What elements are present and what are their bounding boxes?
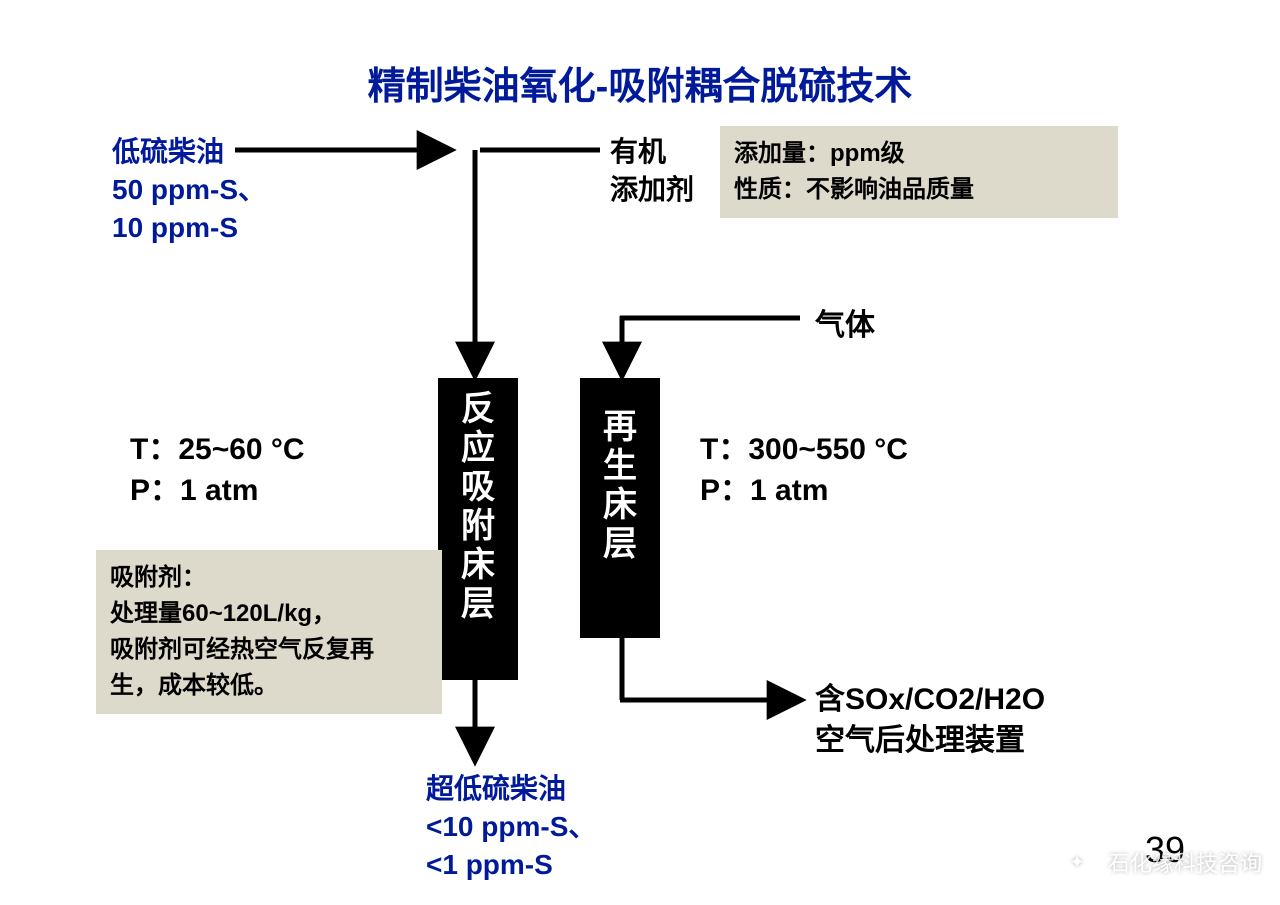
watermark-text: 石化缘科技咨询 — [1108, 846, 1262, 878]
conditions-right: T：300~550 °C P：1 atm — [700, 430, 908, 511]
r2-c1: 再 — [603, 408, 637, 447]
exhaust-line1: 含SOx/CO2/H2O — [815, 680, 1045, 721]
product-spec2: <1 ppm-S — [426, 846, 596, 884]
adsorbent-line2: 处理量60~120L/kg， — [110, 596, 428, 632]
exhaust-block: 含SOx/CO2/H2O 空气后处理装置 — [815, 680, 1045, 761]
exhaust-line2: 空气后处理装置 — [815, 721, 1045, 762]
feed-label-block: 低硫柴油 50 ppm-S、 10 ppm-S — [112, 133, 266, 246]
product-label: 超低硫柴油 — [426, 770, 596, 808]
feed-label: 低硫柴油 — [112, 133, 266, 171]
reactor-regeneration: 再 生 床 层 — [580, 378, 660, 638]
additive-line2: 添加剂 — [610, 171, 694, 209]
adsorbent-line1: 吸附剂： — [110, 560, 428, 596]
adsorbent-line4: 生，成本较低。 — [110, 668, 428, 704]
page-title: 精制柴油氧化-吸附耦合脱硫技术 — [0, 55, 1280, 110]
r1-c1: 反 — [461, 390, 495, 429]
watermark: ✦ 石化缘科技咨询 — [1054, 839, 1262, 885]
cond-right-t: T：300~550 °C — [700, 430, 908, 471]
r1-c6: 层 — [461, 585, 495, 624]
product-block: 超低硫柴油 <10 ppm-S、 <1 ppm-S — [426, 770, 596, 883]
r2-c2: 生 — [603, 447, 637, 486]
r2-c4: 层 — [603, 525, 637, 564]
r1-c2: 应 — [461, 429, 495, 468]
adsorbent-note-box: 吸附剂： 处理量60~120L/kg， 吸附剂可经热空气反复再 生，成本较低。 — [96, 550, 442, 714]
feed-spec1: 50 ppm-S、 — [112, 171, 266, 209]
cond-left-t: T：25~60 °C — [130, 430, 305, 471]
cond-left-p: P：1 atm — [130, 471, 305, 512]
r1-c5: 床 — [461, 546, 495, 585]
additive-note-line1: 添加量：ppm级 — [734, 136, 1104, 172]
additive-note-line2: 性质：不影响油品质量 — [734, 172, 1104, 208]
conditions-left: T：25~60 °C P：1 atm — [130, 430, 305, 511]
additive-line1: 有机 — [610, 133, 694, 171]
additive-label-block: 有机 添加剂 — [610, 133, 694, 209]
adsorbent-line3: 吸附剂可经热空气反复再 — [110, 632, 428, 668]
cond-right-p: P：1 atm — [700, 471, 908, 512]
feed-spec2: 10 ppm-S — [112, 209, 266, 247]
r1-c3: 吸 — [461, 468, 495, 507]
product-spec1: <10 ppm-S、 — [426, 808, 596, 846]
wechat-icon: ✦ — [1054, 839, 1100, 885]
gas-label: 气体 — [815, 300, 875, 344]
r2-c3: 床 — [603, 486, 637, 525]
r1-c4: 附 — [461, 507, 495, 546]
additive-note-box: 添加量：ppm级 性质：不影响油品质量 — [720, 126, 1118, 218]
reactor-adsorption: 反 应 吸 附 床 层 — [438, 378, 518, 680]
